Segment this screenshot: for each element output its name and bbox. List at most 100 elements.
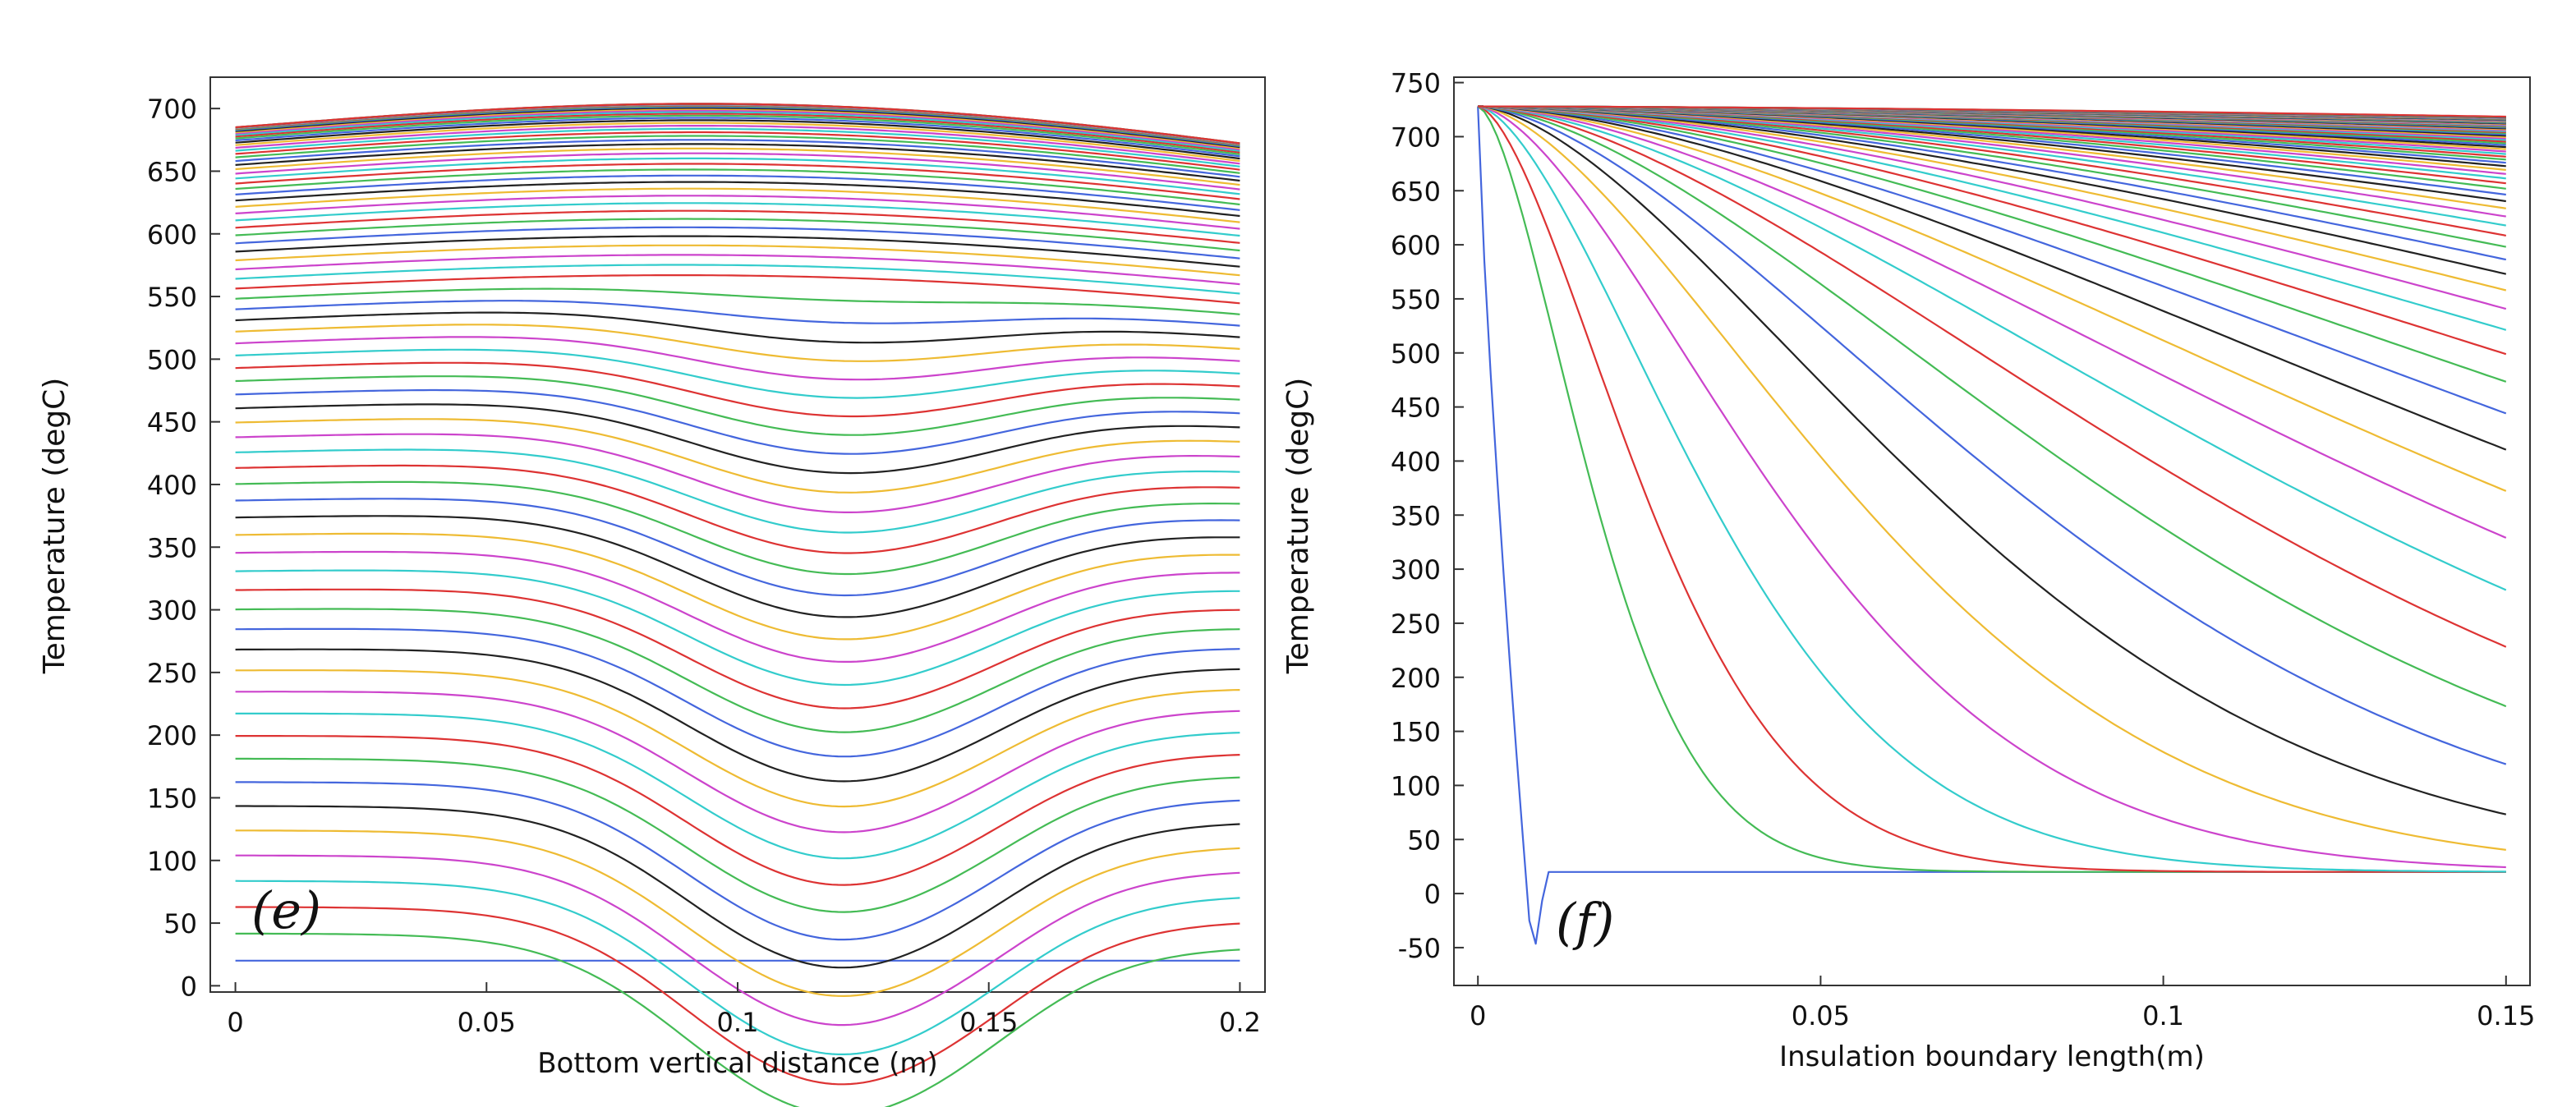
chart-e-series-line (235, 932, 1240, 1107)
chart-e-y-axis-label: Temperature (degC) (38, 378, 71, 675)
chart-f-series-line (1477, 105, 2506, 869)
chart-e-panel-label: (e) (251, 880, 321, 940)
chart-e-x-tick-label: 0.05 (458, 1007, 516, 1038)
chart-f-series-line (1478, 105, 2507, 415)
chart-e-series-line (235, 324, 1240, 362)
chart-e-series-line (235, 108, 1240, 149)
chart-e-series-line (235, 805, 1240, 969)
chart-e-series-line (235, 388, 1240, 455)
chart-f-y-tick-label: 500 (1391, 338, 1441, 370)
chart-e-x-tick-label: 0.1 (717, 1007, 759, 1038)
chart-e-series-line (235, 117, 1240, 158)
chart-e-series-line (235, 139, 1240, 178)
chart-e-series-line (235, 532, 1240, 641)
chart-f-series-line (1478, 105, 2507, 815)
chart-e-y-tick-label: 500 (147, 344, 197, 375)
chart-f-y-tick-label: 200 (1391, 663, 1441, 694)
chart-e-series-line (235, 226, 1240, 260)
chart-e-series-line (235, 264, 1240, 295)
chart-e-series-line (235, 174, 1240, 211)
chart-f-series-line (1478, 105, 2507, 539)
chart-f-y-tick-label: 650 (1391, 176, 1441, 207)
chart-e-series-line (235, 757, 1240, 913)
chart-e-series-line (235, 829, 1240, 997)
chart-f-y-tick-label: 550 (1391, 284, 1441, 315)
chart-e-series-line (235, 181, 1240, 218)
chart-f-series-line (1478, 105, 2507, 648)
chart-f-y-tick-label: 350 (1391, 500, 1441, 531)
chart-e-x-tick-label: 0.2 (1219, 1007, 1261, 1038)
chart-e-y-tick-label: 400 (147, 470, 197, 501)
chart-e-y-tick-label: 350 (147, 532, 197, 563)
chart-e-series-line (235, 143, 1240, 182)
chart-e-y-tick-label: 100 (147, 846, 197, 877)
chart-f-series-line (1478, 105, 2506, 851)
chart-e-series-line (235, 254, 1240, 286)
chart-e-series-line (235, 287, 1240, 315)
chart-e-series-line (235, 433, 1240, 513)
chart-e-series-line (235, 195, 1240, 230)
chart-e-x-tick-label: 0 (227, 1007, 243, 1038)
chart-e-series-line (235, 113, 1240, 154)
chart-e-series-line (235, 135, 1240, 174)
chart-e-series-line (235, 109, 1240, 151)
chart-f-y-tick-label: 750 (1391, 68, 1441, 99)
chart-e-series-line (235, 125, 1240, 165)
chart-f-series-line (1478, 105, 2507, 292)
chart-e-series-line (235, 119, 1240, 160)
chart-f-series-line (1478, 105, 2507, 591)
chart-f-series-line (1478, 105, 2507, 331)
chart-e-series-line (235, 669, 1240, 808)
chart-e-y-tick-label: 650 (147, 156, 197, 187)
chart-f-series-line (1478, 105, 2507, 356)
chart-f-series-group (1477, 105, 2507, 945)
chart-f-y-tick-label: 600 (1391, 230, 1441, 261)
chart-e-series-line (235, 464, 1240, 554)
chart-e-series-group (235, 103, 1240, 1107)
chart-f-plot-frame (1453, 76, 2531, 986)
chart-e-series-line (235, 122, 1240, 163)
chart-f-panel-label: (f) (1556, 892, 1614, 952)
chart-f-y-axis-label: Temperature (degC) (1281, 378, 1315, 675)
chart-e-series-line (235, 781, 1240, 941)
chart-e-series-line (235, 712, 1240, 860)
chart-f-x-axis: 0 0.05 0.1 0.15 (1470, 976, 2535, 1031)
chart-f-y-tick-label: 100 (1391, 770, 1441, 802)
chart-f-series-line (1478, 105, 2507, 708)
chart-e-series-line (235, 480, 1240, 576)
chart-e-y-tick-label: 600 (147, 219, 197, 250)
chart-e-series-line (235, 648, 1240, 783)
chart-e-series-line (235, 588, 1240, 710)
chart-e-y-tick-label: 50 (163, 908, 197, 939)
chart-e-series-line (235, 235, 1240, 268)
chart-e-x-axis: 0 0.05 0.1 0.15 0.2 (227, 982, 1261, 1038)
chart-e-series-line (235, 157, 1240, 195)
chart-f-y-tick-label: 400 (1391, 446, 1441, 477)
chart-e-y-tick-label: 150 (147, 783, 197, 814)
chart-e-y-tick-label: 250 (147, 658, 197, 689)
chart-e-series-line (235, 168, 1240, 206)
chart-e-series-line (235, 274, 1240, 305)
chart-e-series-line (235, 498, 1240, 597)
chart-e-series-line (235, 300, 1240, 327)
chart-e-series-line (235, 114, 1240, 155)
chart-f-series-line (1478, 105, 2507, 492)
chart-e-x-tick-label: 0.15 (959, 1007, 1018, 1038)
chart-e-series-line (235, 202, 1240, 237)
chart-e-series-line (235, 608, 1240, 733)
chart-f-x-tick-label: 0.05 (1792, 1000, 1850, 1031)
chart-f-x-tick-label: 0.15 (2477, 1000, 2535, 1031)
chart-e-series-line (235, 336, 1240, 381)
chart-e-series-line (235, 627, 1240, 758)
chart-f-series-line (1478, 105, 2507, 451)
chart-f-series-line (1477, 105, 2506, 873)
chart-e-y-tick-label: 450 (147, 407, 197, 439)
chart-e-series-line (235, 403, 1240, 475)
chart-f-y-tick-label: 700 (1391, 122, 1441, 153)
chart-e-series-line (235, 244, 1240, 277)
chart-f-x-axis-label: Insulation boundary length(m) (1779, 1040, 2205, 1073)
chart-f-series-line (1478, 105, 2507, 765)
chart-e-series-line (235, 418, 1240, 494)
chart-e-x-axis-label: Bottom vertical distance (m) (537, 1047, 938, 1080)
